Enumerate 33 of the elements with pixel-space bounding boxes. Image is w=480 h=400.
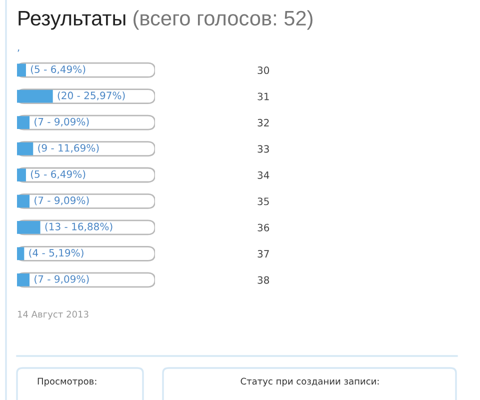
y-tick-label: 36 — [258, 224, 270, 232]
data-label: (7 - 9,09%) — [34, 118, 89, 127]
bar — [17, 273, 30, 286]
data-label: (7 - 9,09%) — [34, 196, 89, 206]
bar — [17, 64, 26, 77]
bar — [17, 116, 30, 129]
bar — [17, 247, 24, 260]
text: Статус при создании записи: — [240, 378, 379, 386]
bar — [17, 142, 34, 156]
bar — [17, 194, 30, 208]
data-label: (9 - 11,69%) — [38, 144, 99, 153]
data-label: (5 - 6,49%) — [30, 170, 86, 180]
chart-title: Результаты — [18, 11, 126, 30]
data-label: (13 - 16,88%) — [45, 222, 112, 232]
data-label: (4 - 5,19%) — [29, 248, 84, 258]
bar — [17, 168, 26, 182]
y-tick-label: 38 — [258, 276, 270, 284]
text: (всего голосов: 52) — [134, 10, 312, 30]
y-tick-label: 31 — [258, 92, 269, 100]
data-label: (5 - 6,49%) — [30, 65, 86, 74]
data-label: (7 - 9,09%) — [34, 275, 89, 284]
y-tick-label: 33 — [258, 145, 269, 153]
bar — [17, 90, 53, 103]
y-tick-label: 30 — [258, 66, 270, 74]
y-tick-label: 35 — [258, 198, 269, 206]
bar — [17, 221, 40, 234]
text: Просмотров: — [38, 378, 96, 386]
text: 14 Август 2013 — [18, 310, 88, 320]
data-label: (20 - 25,97%) — [58, 92, 125, 100]
y-tick-label: 34 — [258, 171, 270, 179]
text: , — [18, 49, 20, 52]
y-tick-label: 32 — [258, 118, 269, 126]
y-tick-label: 37 — [258, 250, 269, 258]
